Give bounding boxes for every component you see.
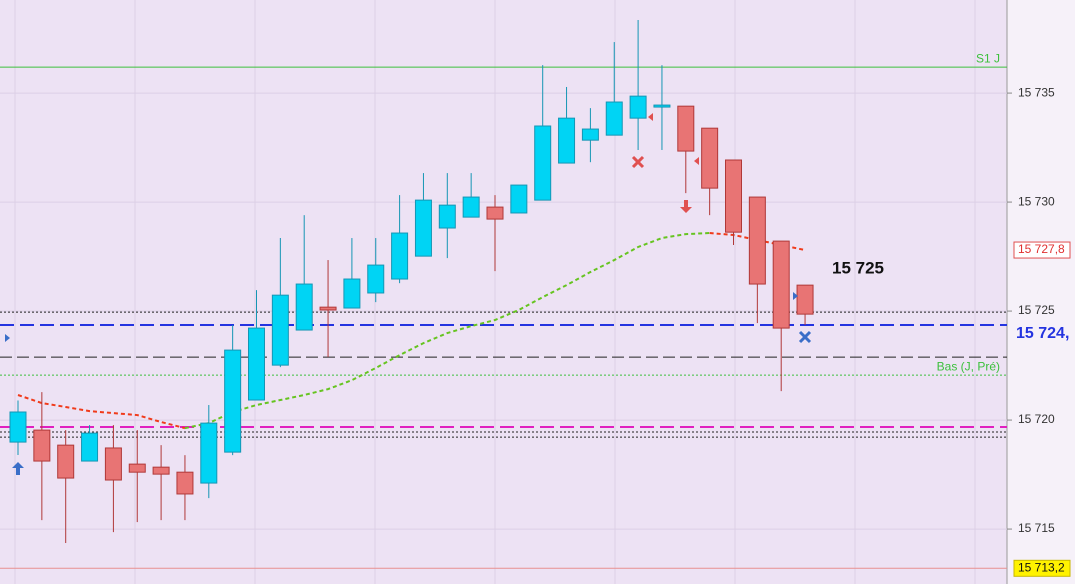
signal-cross	[798, 330, 812, 344]
candle-body	[534, 125, 552, 201]
candle-body	[629, 95, 647, 119]
candle-body	[748, 196, 766, 285]
candle-body	[367, 264, 385, 294]
y-tick-label: 15 730	[1018, 194, 1055, 208]
price-tag-box	[1013, 559, 1071, 577]
candle-body	[248, 327, 265, 401]
y-tick-label: 15 720	[1018, 412, 1055, 426]
candle-body	[725, 159, 742, 233]
level-label: Bas (J, Pré)	[937, 359, 1000, 373]
vertical-grid	[14, 0, 976, 584]
candle-body	[486, 206, 504, 220]
candle-body	[772, 240, 790, 329]
candle-body	[104, 447, 122, 481]
signal-triangle	[793, 292, 798, 300]
candle-body	[343, 278, 361, 309]
candle-body	[9, 411, 27, 443]
y-tick-label: 15 715	[1018, 521, 1055, 535]
candle-body	[581, 128, 599, 141]
plot-background	[0, 0, 1007, 584]
candle-body	[414, 199, 432, 257]
signal-arrow-up	[12, 462, 24, 475]
price-tag: 15 724,	[1016, 325, 1069, 342]
candle-body	[57, 444, 75, 479]
annotation: 15 725	[832, 258, 884, 277]
candle-body	[391, 232, 409, 280]
price-tag: 15 727,8	[1018, 242, 1065, 256]
price-tag-box	[1013, 241, 1071, 259]
axis-background	[1007, 0, 1075, 584]
candle-body	[319, 306, 337, 311]
candle-body	[701, 127, 719, 189]
signal-triangle	[694, 157, 699, 165]
candle-body	[128, 463, 146, 473]
level-label: S1 J	[976, 51, 1000, 65]
moving-average	[17, 394, 186, 430]
y-tick-label: 15 725	[1018, 303, 1055, 317]
candle-body	[438, 204, 456, 229]
candle-body	[653, 104, 671, 108]
candle-body	[152, 466, 170, 475]
candle-body	[176, 471, 194, 495]
signal-arrow-down	[680, 200, 692, 213]
candle-body	[200, 422, 218, 484]
moving-average	[184, 232, 710, 430]
candle-body	[462, 196, 480, 218]
candle-body	[81, 432, 99, 462]
candle-body	[224, 349, 242, 453]
candle-body	[796, 284, 814, 315]
candle-body	[677, 105, 695, 152]
candle-body	[605, 101, 623, 136]
candle-body	[510, 184, 528, 214]
signal-triangle	[5, 334, 10, 342]
candle-body	[33, 429, 51, 462]
candle-body	[558, 117, 576, 164]
candle-body	[271, 294, 289, 366]
signal-triangle	[648, 113, 653, 121]
candle-body	[295, 283, 313, 331]
y-tick-label: 15 735	[1018, 85, 1055, 99]
price-tag: 15 713,2	[1018, 560, 1065, 574]
signal-cross	[631, 155, 645, 169]
